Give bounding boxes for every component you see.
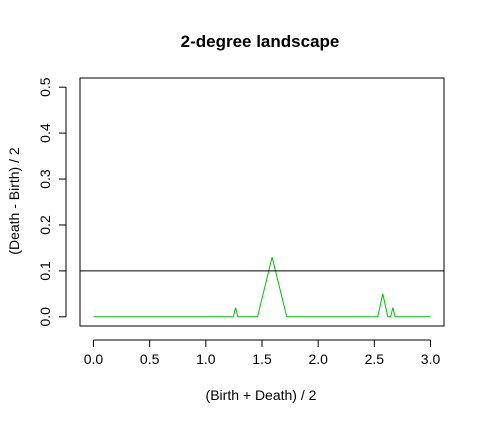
- landscape-line: [93, 256, 431, 318]
- y-tick-label: 0.3: [37, 169, 53, 189]
- x-axis: 0.0 0.5 1.0 1.5 2.0 2.5 3.0: [84, 339, 441, 367]
- x-tick-label: 3.0: [421, 351, 441, 367]
- y-tick-label: 0.5: [37, 77, 53, 97]
- y-tick-label: 0.2: [37, 215, 53, 235]
- x-tick-label: 0.5: [140, 351, 160, 367]
- y-tick-label: 0.1: [37, 261, 53, 281]
- chart-title: 2-degree landscape: [181, 32, 340, 51]
- plot-box: [79, 77, 445, 327]
- x-axis-label: (Birth + Death) / 2: [206, 387, 317, 403]
- y-axis-label: (Death - Birth) / 2: [6, 147, 22, 255]
- series-layer: [80, 256, 444, 318]
- x-tick-label: 1.5: [252, 351, 272, 367]
- x-tick-label: 1.0: [196, 351, 216, 367]
- y-axis: 0.0 0.1 0.2 0.3 0.4 0.5: [37, 77, 67, 327]
- x-tick-label: 0.0: [84, 351, 104, 367]
- x-tick-label: 2.0: [308, 351, 328, 367]
- y-tick-label: 0.0: [37, 307, 53, 327]
- x-tick-label: 2.5: [365, 351, 385, 367]
- y-tick-label: 0.4: [37, 123, 53, 143]
